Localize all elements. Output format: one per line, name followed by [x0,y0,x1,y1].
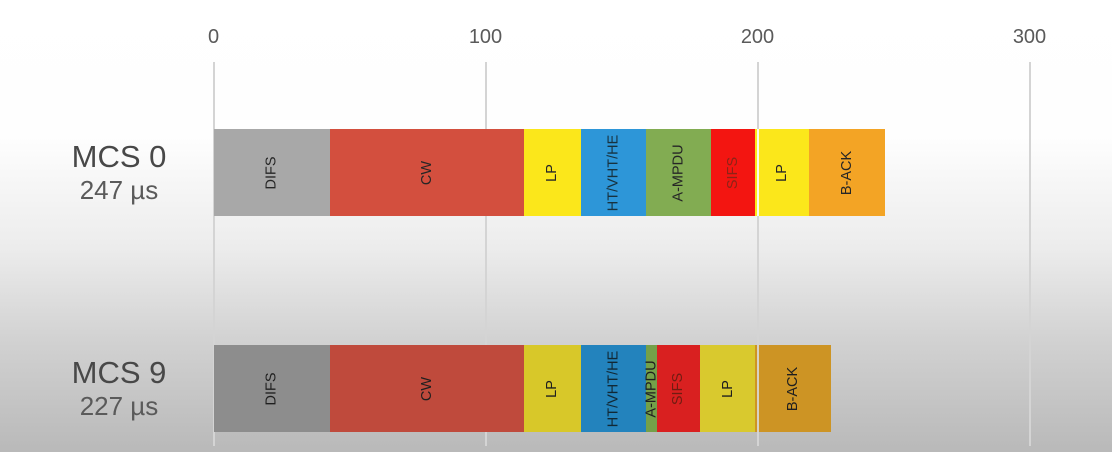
bar-segment-ht-vht-he: HT/VHT/HE [580,129,646,216]
gridline-100 [484,62,487,446]
gridline-0 [212,62,215,446]
bar-segment-lp: LP [523,345,581,432]
gridline-gap-200 [756,129,759,216]
axis-tick-label: 200 [740,26,775,48]
timeline-bar-mcs-9: DIFS CW LP HT/VHT/HE A-MPDU SIFS LP B-ACK [213,345,831,432]
bar-segment-label: DIFS [263,155,280,190]
bar-segment-a-mpdu: A-MPDU [645,129,712,216]
bar-segment-cw: CW [330,345,524,432]
bar-segment-difs: DIFS [213,129,331,216]
row-label-mcs-0: MCS 0 247 µs [40,129,198,216]
bar-segment-lp: LP [754,129,810,216]
bar-segment-label: A-MPDU [670,143,687,202]
bar-segment-b-ack: B-ACK [754,345,831,432]
bar-segment-label: B-ACK [839,150,856,195]
row-label-mcs-9: MCS 9 227 µs [40,345,198,432]
bar-segment-lp: LP [700,345,755,432]
bar-segment-label: LP [773,163,790,182]
bar-segment-label: CW [419,160,436,185]
bar-segment-sifs: SIFS [711,129,755,216]
bar-segment-label: HT/VHT/HE [605,350,622,427]
gridline-200 [756,62,759,446]
axis-tick-label: 100 [468,26,503,48]
bar-segment-label: LP [544,379,561,398]
bar-segment-b-ack: B-ACK [809,129,886,216]
gridline-gap-200 [756,345,759,432]
bar-segment-label: DIFS [263,371,280,406]
bar-segment-lp: LP [523,129,581,216]
bar-segment-cw: CW [330,129,524,216]
gridline-300 [1028,62,1031,446]
axis-tick-label: 0 [207,26,220,48]
axis-tick-label: 300 [1012,26,1047,48]
bar-segment-label: LP [719,379,736,398]
row-total-duration: 227 µs [79,390,159,421]
bar-segment-ht-vht-he: HT/VHT/HE [580,345,646,432]
bar-segment-a-mpdu: A-MPDU [643,345,659,432]
bar-segment-sifs: SIFS [656,345,701,432]
bar-segment-label: SIFS [670,372,687,405]
bar-segment-label: HT/VHT/HE [605,134,622,211]
timeline-bar-mcs-0: DIFS CW LP HT/VHT/HE A-MPDU SIFS LP B-ACK [213,129,886,216]
bar-segment-label: LP [544,163,561,182]
row-total-duration: 247 µs [79,174,159,205]
row-title: MCS 9 [71,355,167,391]
bar-segment-label: B-ACK [784,366,801,411]
bar-segment-label: CW [419,376,436,401]
row-title: MCS 0 [71,139,167,175]
bar-segment-difs: DIFS [213,345,331,432]
bar-segment-label: SIFS [724,156,741,189]
